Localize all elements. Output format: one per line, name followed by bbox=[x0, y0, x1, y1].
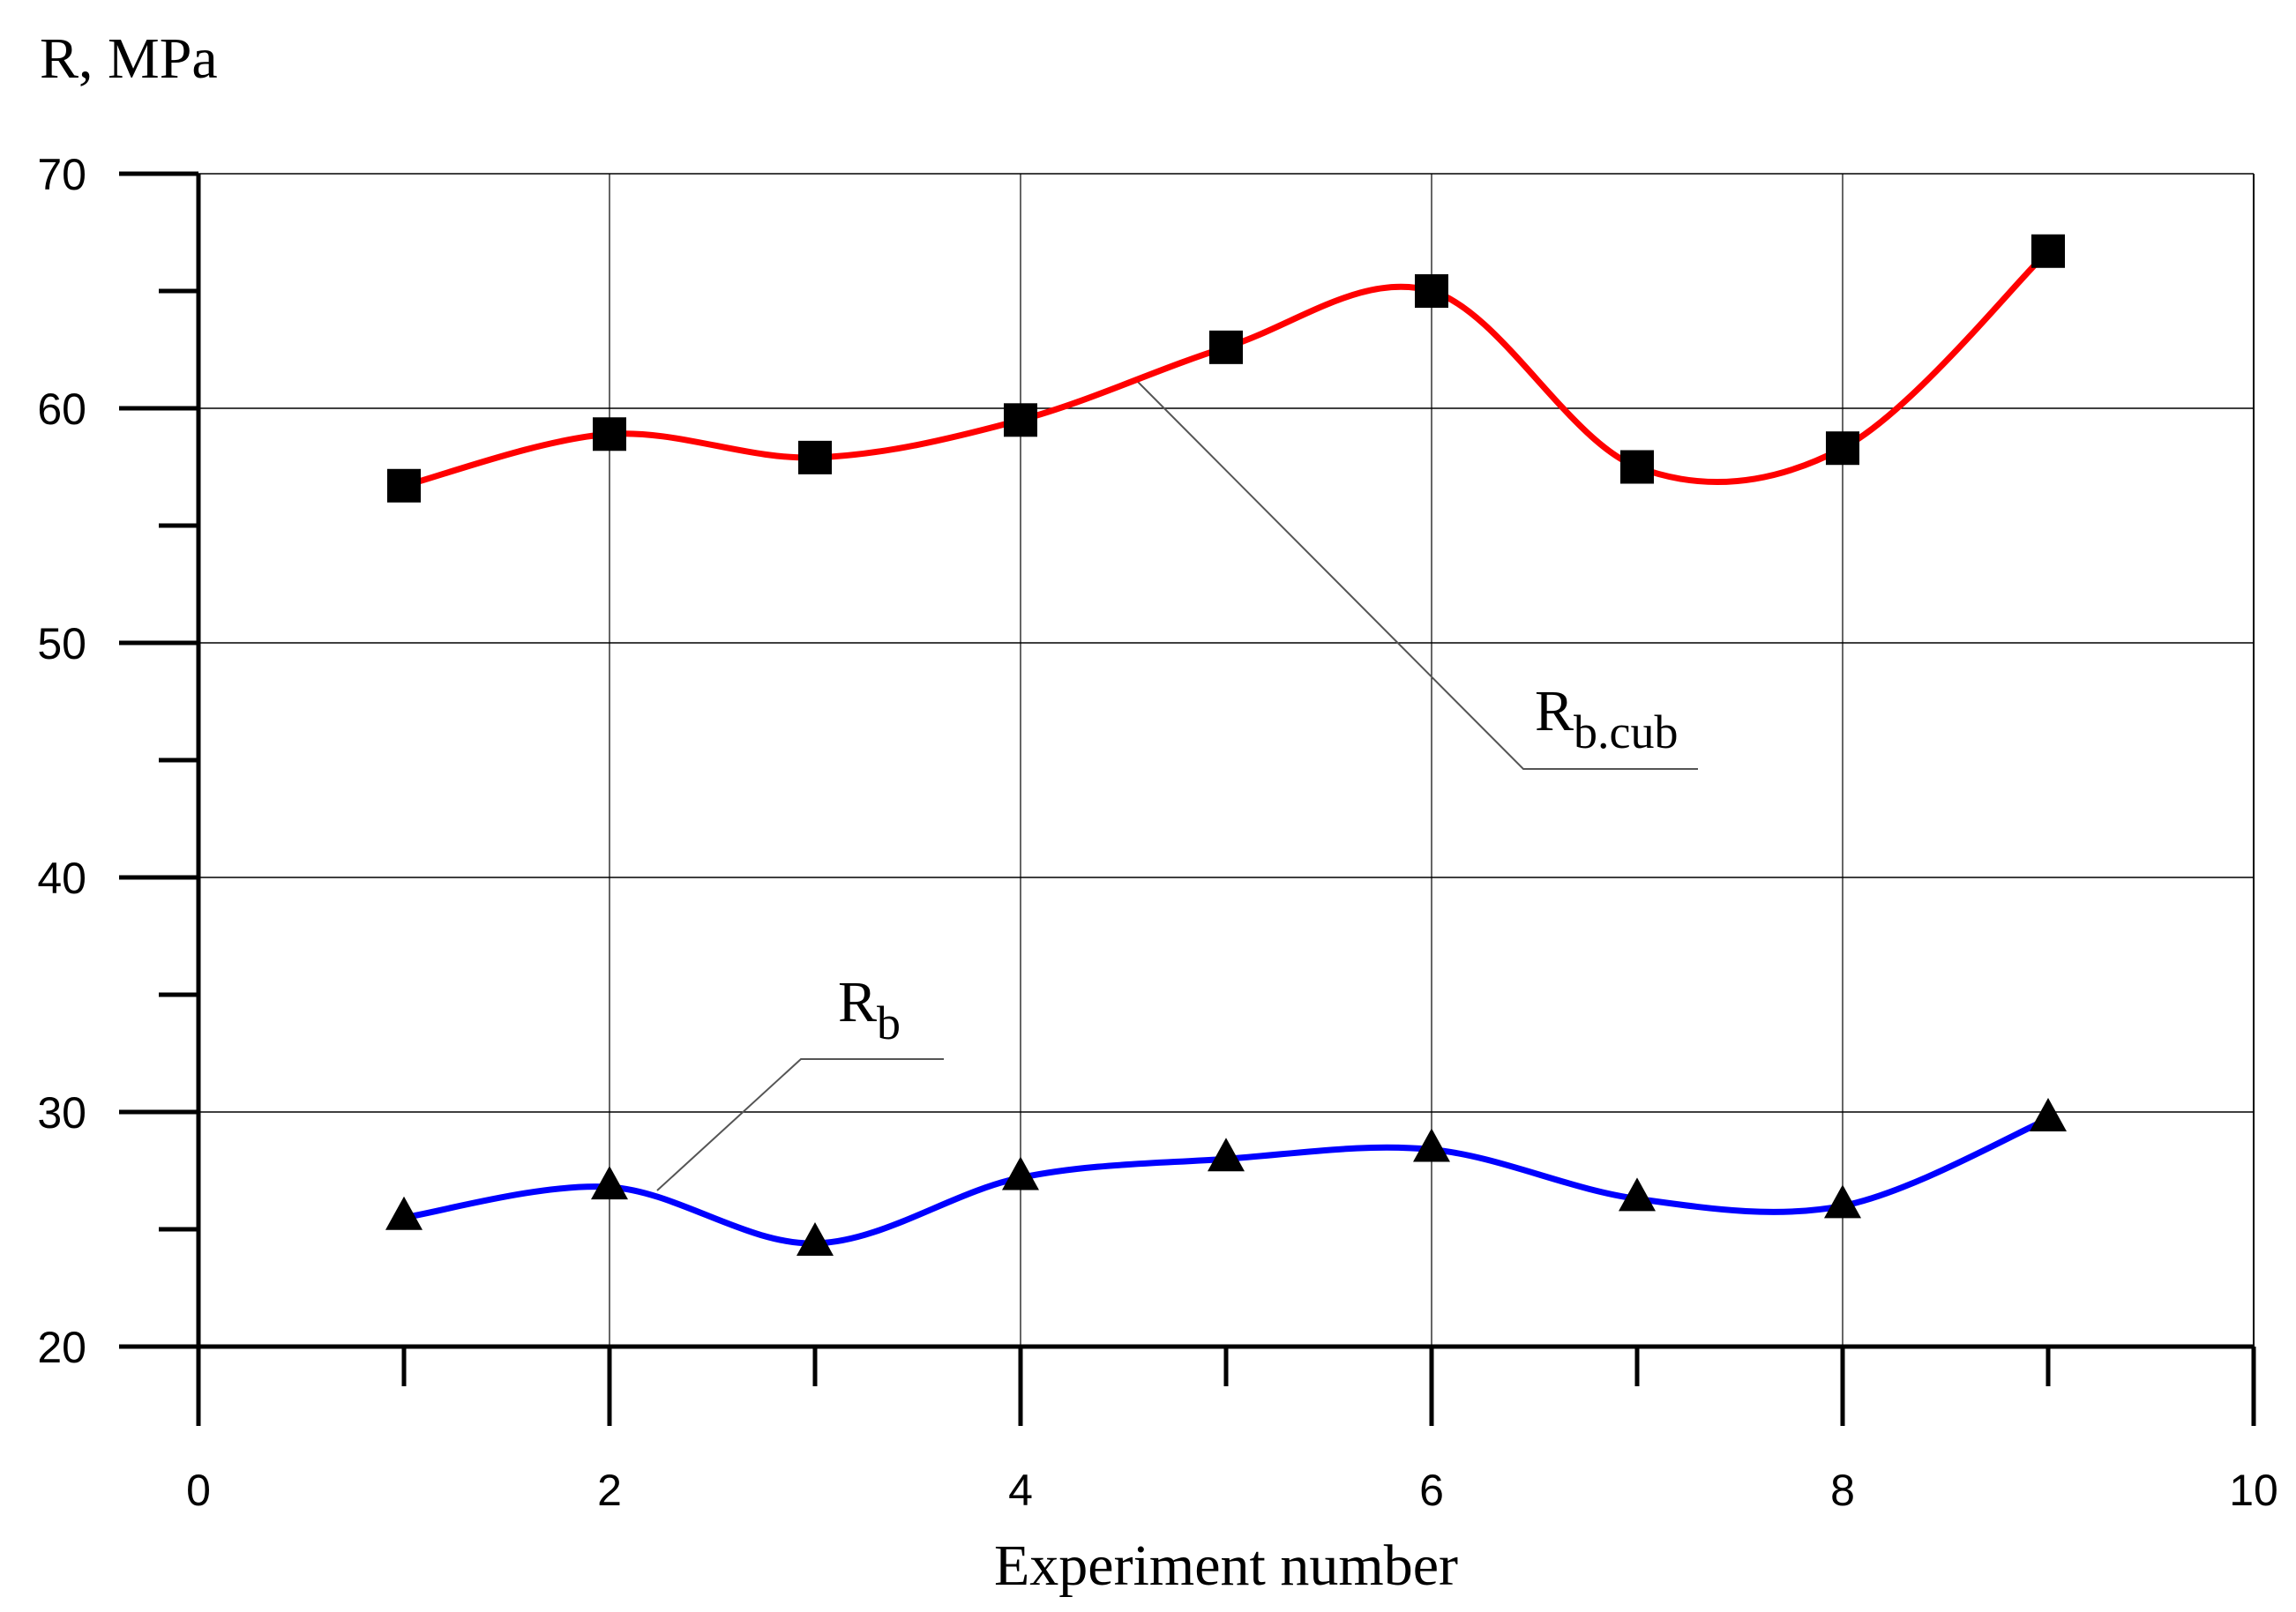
series-label-main: R bbox=[1535, 679, 1574, 743]
data-point-triangle bbox=[591, 1166, 628, 1200]
data-point-square bbox=[1620, 450, 1654, 484]
data-point-square bbox=[1004, 403, 1037, 437]
data-point-square bbox=[2031, 234, 2065, 268]
y-axis-title: R, MPa bbox=[40, 26, 218, 91]
x-tick-label: 10 bbox=[2229, 1466, 2278, 1515]
series-label-Rb: Rb bbox=[838, 970, 901, 1049]
data-point-square bbox=[798, 440, 832, 474]
axes: 20 30 40 50 60 70 0 2 4 6 8 10 bbox=[37, 150, 2277, 1515]
data-point-triangle bbox=[1619, 1177, 1656, 1212]
series-label-main: R bbox=[838, 970, 877, 1034]
series-leader-lines bbox=[656, 381, 1698, 1191]
y-tick-label: 70 bbox=[37, 150, 86, 199]
x-tick-label: 4 bbox=[1008, 1466, 1033, 1515]
series-label-Rb-cub: Rb.cub bbox=[1535, 679, 1679, 758]
y-tick-label: 60 bbox=[37, 384, 86, 434]
data-point-triangle bbox=[1208, 1138, 1245, 1172]
y-tick-label: 40 bbox=[37, 854, 86, 903]
x-tick-label: 0 bbox=[186, 1466, 211, 1515]
grid bbox=[198, 173, 2255, 1347]
x-axis-title: Experiment number bbox=[994, 1534, 1458, 1598]
y-tick-label: 30 bbox=[37, 1088, 86, 1138]
data-point-square bbox=[387, 468, 421, 503]
x-tick-label: 8 bbox=[1830, 1466, 1855, 1515]
data-point-square bbox=[593, 417, 626, 452]
series-label-subscript: b.cub bbox=[1574, 705, 1678, 758]
leader-line-Rb bbox=[656, 1058, 944, 1191]
data-point-triangle bbox=[1413, 1128, 1450, 1162]
leader-line-Rb-cub bbox=[1137, 381, 1698, 770]
x-tick-label: 2 bbox=[597, 1466, 622, 1515]
series-line-Rb bbox=[400, 1116, 2052, 1247]
series bbox=[400, 248, 2052, 1247]
data-point-triangle bbox=[796, 1221, 834, 1256]
series-markers bbox=[385, 234, 2067, 1256]
series-label-subscript: b bbox=[877, 996, 901, 1049]
data-point-square bbox=[1826, 431, 1859, 466]
x-tick-label: 6 bbox=[1419, 1466, 1444, 1515]
data-point-square bbox=[1209, 330, 1243, 364]
y-tick-label: 50 bbox=[37, 619, 86, 668]
data-point-triangle bbox=[1002, 1156, 1039, 1190]
data-point-triangle bbox=[385, 1196, 423, 1230]
series-line-Rb-cub bbox=[400, 248, 2052, 489]
y-tick-label: 20 bbox=[37, 1323, 86, 1372]
data-point-square bbox=[1415, 274, 1448, 308]
data-point-triangle bbox=[2030, 1097, 2067, 1131]
data-point-triangle bbox=[1824, 1184, 1861, 1219]
